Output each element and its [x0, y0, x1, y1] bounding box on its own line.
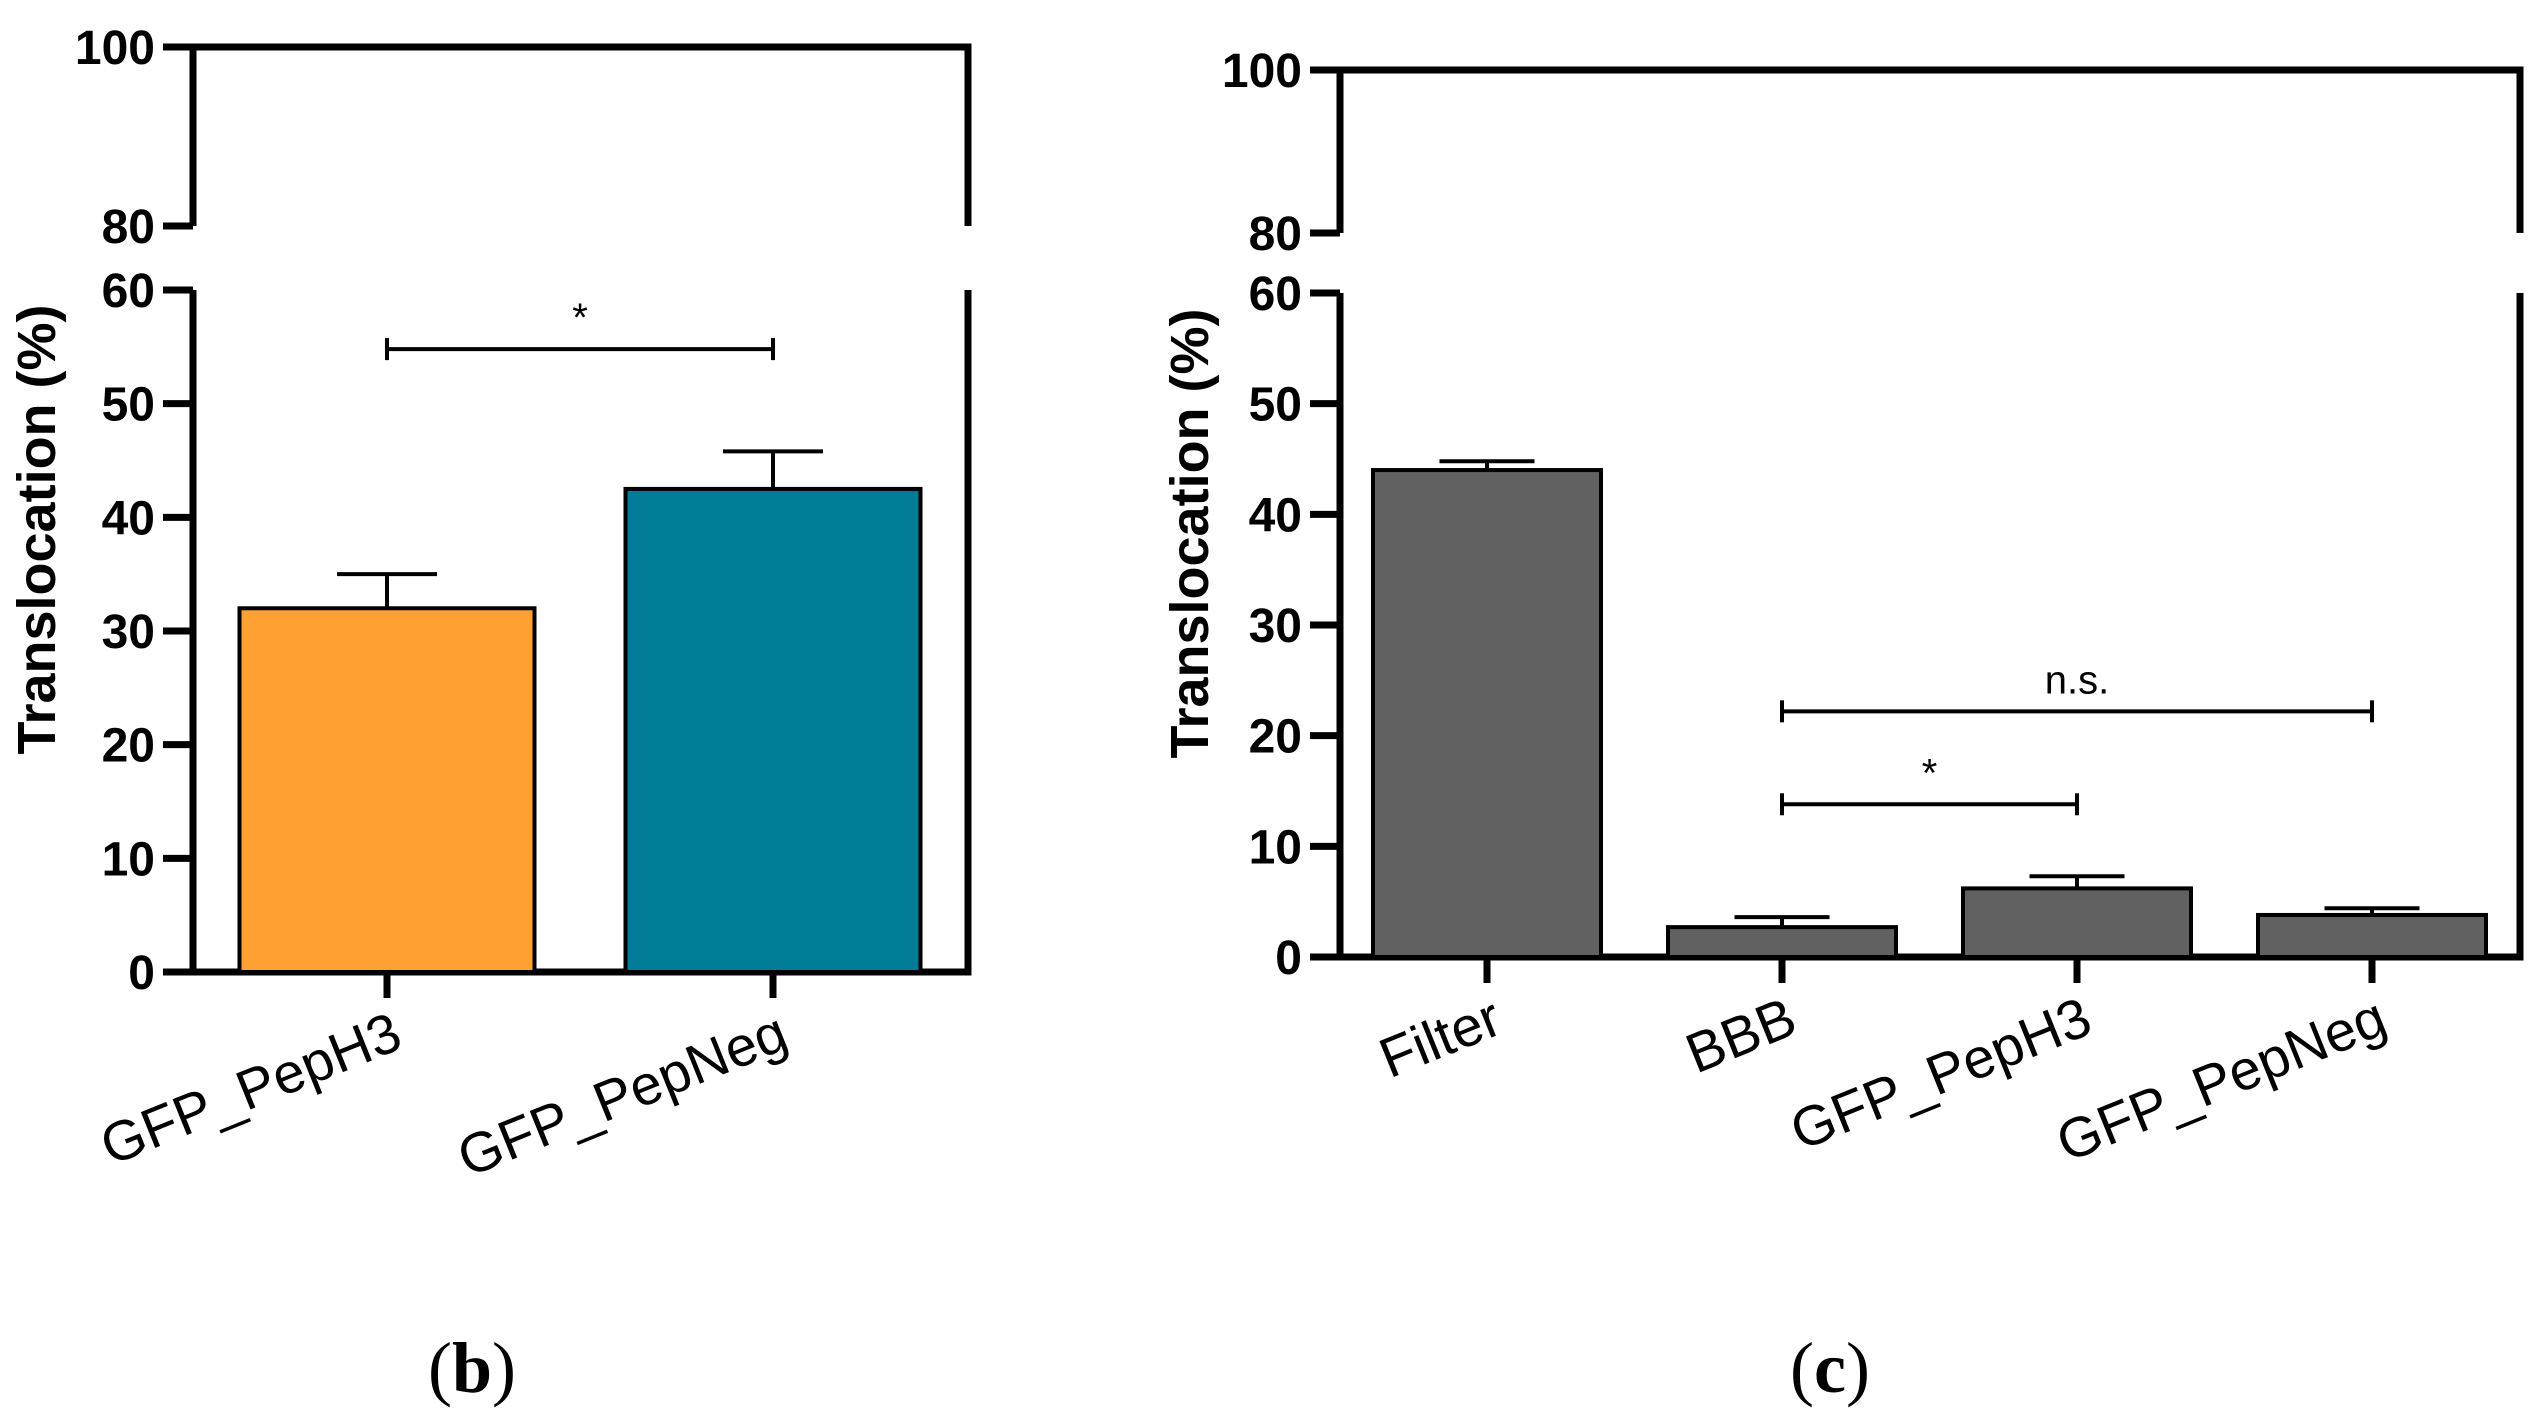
axis-frame-upper	[1336, 66, 2524, 233]
y-axis-title: Translocation (%)	[7, 304, 67, 754]
x-tick-label: GFP_PepNeg	[449, 1000, 796, 1189]
x-tick-label: BBB	[1677, 985, 1805, 1085]
y-tick-label: 80	[102, 201, 155, 254]
y-tick-label: 20	[1249, 711, 1302, 764]
y-tick-label: 30	[102, 606, 155, 659]
significance-label: n.s.	[2045, 658, 2109, 702]
y-tick-label: 40	[102, 492, 155, 545]
x-tick-label: GFP_PepH3	[1782, 985, 2100, 1162]
y-tick-label: 50	[102, 379, 155, 432]
significance-label: *	[1922, 751, 1938, 795]
x-tick-label: GFP_PepH3	[92, 1000, 410, 1177]
x-tick-label: Filter	[1371, 985, 1510, 1090]
y-tick-label: 60	[1249, 268, 1302, 321]
y-tick-label: 80	[1249, 208, 1302, 261]
bar	[1666, 925, 1898, 959]
y-tick-label: 50	[1249, 379, 1302, 432]
y-tick-label: 100	[75, 22, 155, 75]
y-tick-label: 0	[1275, 932, 1302, 985]
axis-frame-upper	[189, 43, 972, 226]
chart-panel-c: 0 10 20 30 40 50 60 80 100 Translocation (%) Filte…	[1160, 45, 2524, 1174]
x-tick-label: GFP_PepNeg	[2048, 985, 2395, 1174]
bar	[237, 606, 537, 974]
y-tick-label: 60	[102, 265, 155, 318]
y-tick-label: 10	[102, 833, 155, 886]
y-tick-label: 30	[1249, 600, 1302, 653]
chart-panel-b: 0 10 20 30 40 50 60 80 100 Translocation (%) GFP_P…	[7, 22, 972, 1189]
y-tick-label: 20	[102, 720, 155, 773]
y-axis-title: Translocation (%)	[1160, 308, 1220, 758]
y-tick-label: 40	[1249, 489, 1302, 542]
bar	[1961, 886, 2193, 959]
y-tick-label: 100	[1222, 45, 1302, 98]
significance-label: *	[572, 296, 588, 340]
bar	[1371, 468, 1603, 959]
bar	[2256, 912, 2488, 959]
y-tick-label: 0	[128, 947, 155, 1000]
panel-label-c: (c)	[1790, 1328, 1870, 1408]
panel-label-b: (b)	[428, 1328, 516, 1408]
y-tick-label: 10	[1249, 821, 1302, 874]
bar	[623, 486, 923, 974]
